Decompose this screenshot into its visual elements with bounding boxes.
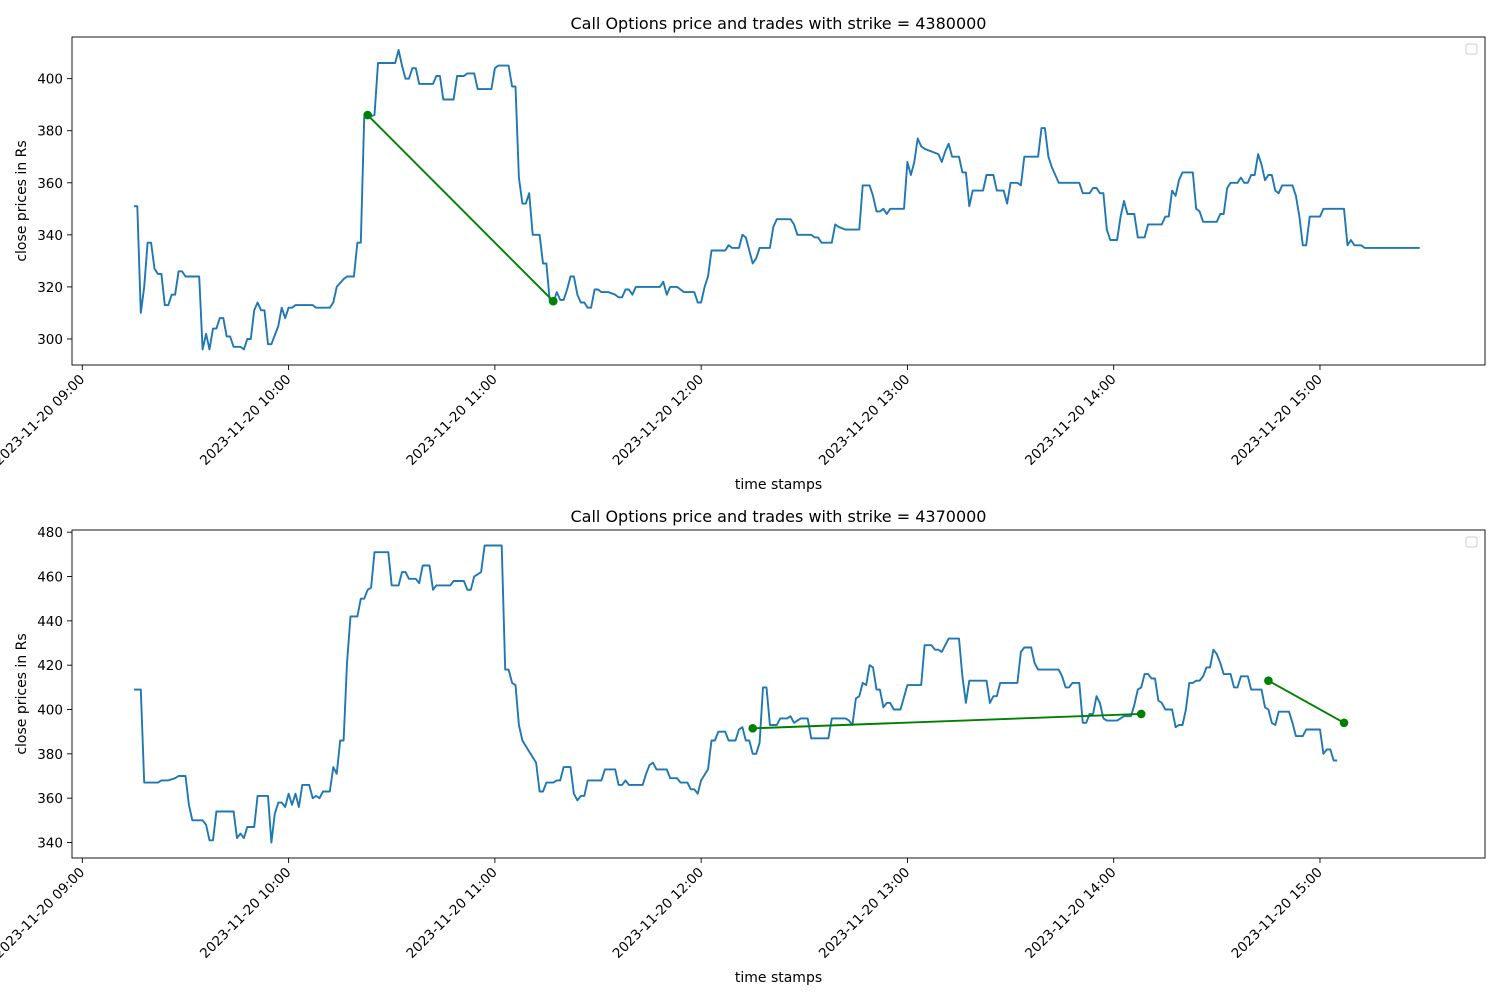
x-tick-label: 2023-11-20 13:00	[816, 372, 913, 469]
x-tick-label: 2023-11-20 10:00	[197, 865, 294, 962]
y-tick-label: 360	[37, 176, 63, 192]
trade-line	[1267, 679, 1345, 724]
x-tick-label: 2023-11-20 09:00	[0, 865, 88, 962]
price-line	[133, 49, 1420, 351]
x-tick-label: 2023-11-20 14:00	[1022, 865, 1119, 962]
trade-point	[363, 110, 372, 120]
y-tick-label: 460	[37, 570, 63, 586]
chart-panel-2: Call Options price and trades with strik…	[0, 507, 1486, 986]
axes-frame	[71, 529, 1486, 859]
trade-point	[549, 296, 558, 306]
x-tick-label: 2023-11-20 12:00	[610, 372, 707, 469]
y-tick-label: 380	[37, 124, 63, 140]
trade-line	[366, 114, 554, 302]
y-tick-label: 380	[37, 747, 63, 763]
trade-point	[1136, 709, 1146, 719]
x-tick-label: 2023-11-20 13:00	[816, 865, 913, 962]
y-tick-label: 340	[37, 228, 63, 244]
x-tick-label: 2023-11-20 09:00	[0, 372, 88, 469]
y-tick-label: 440	[37, 614, 63, 630]
x-tick-label: 2023-11-20 15:00	[1228, 372, 1325, 469]
chart-panel-1: Call Options price and trades with strik…	[0, 14, 1486, 493]
x-axis-label: time stamps	[735, 477, 822, 493]
legend-box	[1465, 43, 1478, 55]
legend-box	[1465, 536, 1478, 548]
x-axis-label: time stamps	[735, 970, 822, 986]
x-tick-label: 2023-11-20 15:00	[1228, 865, 1325, 962]
chart-title: Call Options price and trades with strik…	[571, 14, 987, 33]
x-tick-label: 2023-11-20 11:00	[403, 865, 500, 962]
trade-point	[1264, 676, 1273, 686]
x-tick-label: 2023-11-20 11:00	[403, 372, 500, 469]
x-tick-label: 2023-11-20 10:00	[197, 372, 294, 469]
axes-frame	[71, 36, 1486, 366]
plot-area	[133, 49, 1420, 351]
y-tick-label: 400	[37, 72, 63, 88]
x-tick-label: 2023-11-20 12:00	[610, 865, 707, 962]
trade-point	[748, 724, 758, 733]
y-tick-label: 400	[37, 703, 63, 719]
y-tick-label: 480	[37, 525, 63, 541]
y-axis-label: close prices in Rs	[14, 140, 30, 261]
plot-area	[133, 544, 1349, 844]
chart-title: Call Options price and trades with strik…	[571, 507, 987, 526]
y-tick-label: 300	[37, 332, 63, 348]
x-tick-label: 2023-11-20 14:00	[1022, 372, 1119, 469]
y-tick-label: 420	[37, 658, 63, 674]
y-tick-label: 320	[37, 280, 63, 296]
trade-point	[1339, 718, 1349, 728]
price-line	[133, 544, 1338, 844]
y-tick-label: 340	[37, 835, 63, 851]
y-tick-label: 360	[37, 791, 63, 807]
trade-line	[752, 712, 1142, 730]
y-axis-label: close prices in Rs	[14, 633, 30, 754]
